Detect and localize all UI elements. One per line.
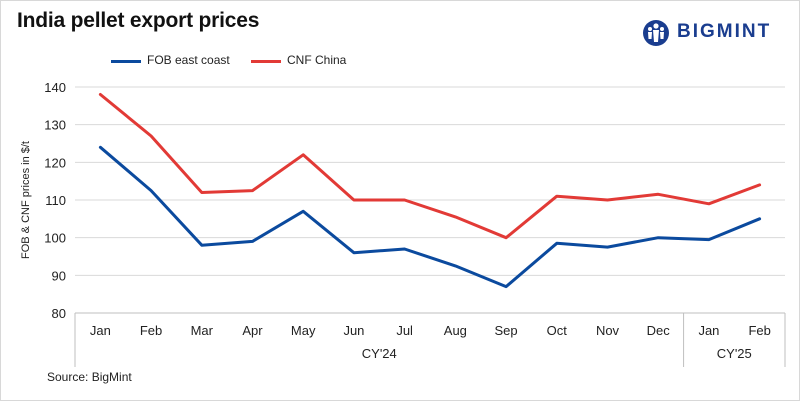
chart-title: India pellet export prices — [17, 9, 260, 32]
x-tick-label: Jul — [396, 323, 413, 338]
x-tick-label: Jan — [698, 323, 719, 338]
y-tick-label: 120 — [44, 155, 66, 170]
series-line-cnf-china — [98, 93, 762, 240]
x-tick-label: Sep — [495, 323, 518, 338]
x-tick-label: Aug — [444, 323, 467, 338]
legend-label-cnf: CNF China — [287, 53, 347, 67]
x-group-label: CY'25 — [717, 346, 752, 361]
y-tick-label: 80 — [52, 306, 66, 321]
x-tick-label: Feb — [748, 323, 770, 338]
x-tick-label: May — [291, 323, 316, 338]
x-tick-label: Feb — [140, 323, 162, 338]
y-tick-label: 110 — [45, 193, 66, 208]
logo-text: BIGMINT — [677, 21, 772, 42]
y-tick-label: 130 — [44, 118, 66, 133]
bigmint-logo: BIGMINT — [641, 18, 783, 48]
x-tick-label: Dec — [647, 323, 671, 338]
y-tick-label: 90 — [52, 268, 66, 283]
series-line-fob-east-coast — [98, 145, 762, 289]
bigmint-logo-icon — [643, 20, 669, 46]
legend-swatch-cnf — [251, 60, 281, 63]
x-tick-label: Apr — [242, 323, 263, 338]
x-tick-label: Jan — [90, 323, 111, 338]
y-tick-label: 140 — [44, 80, 66, 95]
legend-label-fob: FOB east coast — [147, 53, 230, 67]
x-group-label: CY'24 — [362, 346, 397, 361]
y-axis-title: FOB & CNF prices in $/t — [20, 141, 32, 259]
x-tick-label: Nov — [596, 323, 620, 338]
x-tick-label: Oct — [547, 323, 568, 338]
x-tick-label: Jun — [343, 323, 364, 338]
x-tick-label: Mar — [191, 323, 214, 338]
legend-swatch-fob — [111, 60, 141, 63]
y-tick-label: 100 — [44, 231, 66, 246]
source-note: Source: BigMint — [47, 370, 132, 384]
